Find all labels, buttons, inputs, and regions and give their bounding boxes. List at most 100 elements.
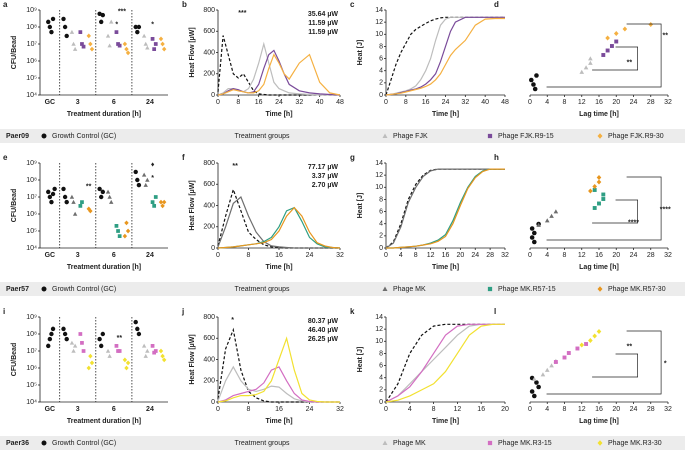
point (143, 41, 148, 46)
point (72, 46, 78, 51)
x-tick-label: 24 (146, 406, 154, 413)
x-tick-label: GC (45, 252, 56, 259)
x-tick-label: 4 (408, 406, 412, 413)
legend-label: Phage MK (393, 286, 426, 293)
point (622, 26, 628, 32)
y-tick-label: 6 (379, 55, 383, 62)
point (150, 344, 155, 348)
point (49, 331, 54, 337)
legend-marker (487, 286, 493, 292)
x-tick-label: 24 (306, 406, 314, 413)
x-tick-label: 20 (612, 99, 620, 106)
y-tick-label: 14 (375, 314, 383, 321)
series-line (217, 49, 341, 96)
point (544, 367, 550, 372)
point (100, 189, 106, 195)
point (109, 19, 114, 24)
point (89, 360, 95, 366)
bracket (546, 330, 662, 395)
y-tick-label: 10⁷ (27, 41, 38, 48)
series-line (217, 187, 340, 249)
point (125, 228, 131, 234)
point (160, 203, 165, 209)
x-tick-label: 28 (647, 252, 655, 259)
x-tick-label: 0 (216, 406, 220, 413)
point (158, 199, 164, 205)
point (107, 194, 112, 199)
point (47, 24, 53, 30)
point (117, 43, 122, 48)
point (153, 42, 158, 46)
point (72, 343, 78, 348)
legend-bar (0, 282, 685, 296)
legend-marker (597, 133, 603, 139)
significance: * (231, 317, 234, 324)
x-tick-label: 32 (461, 99, 469, 106)
x-tick-label: 24 (630, 252, 638, 259)
significance: ** (117, 335, 123, 342)
point (86, 33, 91, 39)
x-axis-label: Time [h] (432, 418, 459, 425)
point (62, 194, 68, 200)
point (78, 332, 83, 336)
x-tick-label: 28 (486, 252, 494, 259)
point (78, 30, 83, 34)
significance: **** (660, 207, 671, 214)
point (536, 384, 541, 390)
legend-marker (487, 440, 493, 446)
x-axis-label: Time [h] (265, 111, 292, 118)
legend-label: Phage MK.R57-15 (498, 286, 556, 293)
y-tick-label: 10 (375, 338, 383, 345)
y-tick-label: 10⁴ (26, 92, 37, 99)
point (532, 86, 538, 92)
y-axis-label: Heat Flow [µW] (189, 334, 196, 384)
point (588, 188, 593, 194)
point (592, 188, 597, 192)
point (153, 349, 158, 353)
legend-label: Growth Control (GC) (52, 133, 116, 140)
point (605, 48, 610, 53)
x-tick-label: 3 (76, 406, 80, 413)
point (64, 199, 69, 205)
y-tick-label: 10⁶ (26, 211, 37, 218)
y-tick-label: 200 (203, 224, 215, 231)
y-tick-label: 0 (379, 245, 383, 252)
point (124, 46, 129, 52)
series-line (386, 168, 505, 249)
y-tick-label: 8 (379, 350, 383, 357)
y-tick-label: 10⁵ (26, 75, 37, 82)
point (116, 229, 120, 233)
x-tick-label: 16 (255, 99, 263, 106)
y-tick-label: 10⁶ (26, 58, 37, 65)
significance: * (151, 175, 154, 182)
panel-letter: c (350, 0, 355, 9)
point (592, 183, 597, 190)
series-line (217, 196, 340, 249)
panel-letter: k (350, 307, 355, 316)
x-tick-label: 32 (336, 252, 344, 259)
y-tick-label: 10⁹ (26, 314, 37, 321)
point (124, 220, 129, 226)
x-tick-label: 8 (563, 99, 567, 106)
x-tick-label: 24 (630, 406, 638, 413)
point (145, 348, 150, 353)
axis (385, 10, 505, 96)
point (566, 351, 571, 355)
point (52, 186, 57, 192)
series-note: 26.25 µW (308, 336, 338, 343)
x-axis-label: Time [h] (265, 418, 292, 425)
strain-name: Paer09 (6, 133, 29, 140)
point (158, 348, 164, 354)
significance: *** (238, 10, 246, 17)
x-tick-label: 24 (146, 252, 154, 259)
y-tick-label: 800 (203, 314, 215, 321)
legend-marker (41, 286, 47, 292)
point (64, 336, 69, 342)
point (588, 60, 593, 65)
legend-label: Phage MK.R57-30 (608, 286, 666, 293)
y-tick-label: 4 (379, 68, 383, 75)
y-tick-label: 600 (203, 181, 215, 188)
y-tick-label: 4 (379, 221, 383, 228)
x-tick-label: 16 (275, 406, 283, 413)
series-note: 2.70 µW (312, 182, 339, 189)
